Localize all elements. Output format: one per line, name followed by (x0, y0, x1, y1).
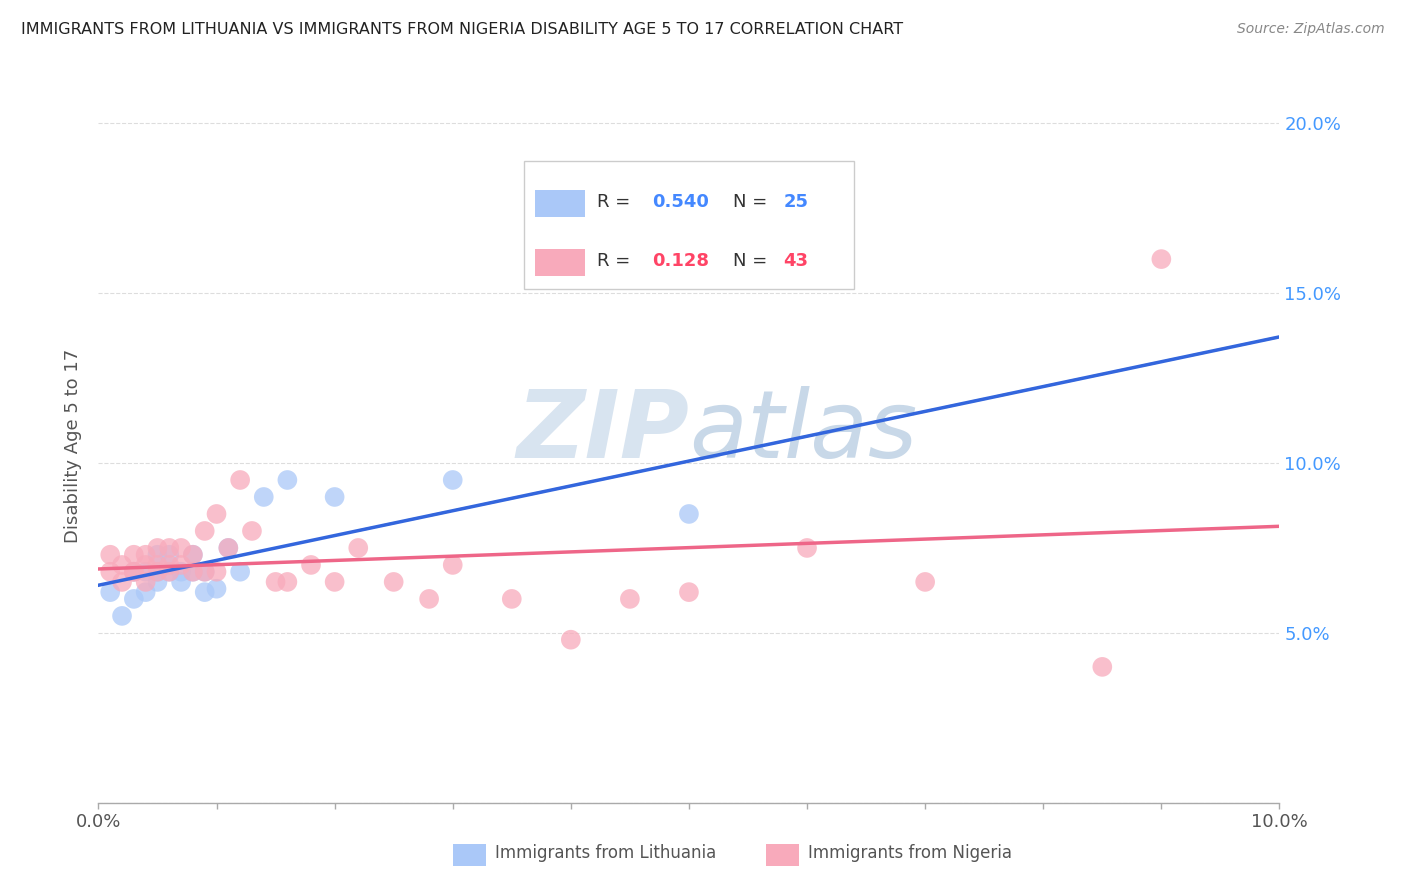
Point (111, 608, 134, 623)
Point (205, 507, 228, 521)
Point (347, 541, 370, 555)
Point (146, 558, 169, 572)
Point (181, 565, 204, 579)
Point (276, 574, 298, 589)
Point (323, 490, 346, 504)
Point (122, 591, 145, 606)
Point (229, 473, 252, 487)
Point (111, 558, 134, 572)
Text: 25: 25 (783, 193, 808, 211)
Point (796, 541, 818, 555)
Point (678, 585, 700, 599)
Point (135, 574, 157, 589)
Point (135, 565, 157, 579)
Point (170, 565, 193, 579)
Point (181, 565, 204, 579)
Point (135, 558, 157, 572)
Point (1091, 660, 1114, 674)
Point (98, 585, 121, 599)
Text: N =: N = (733, 193, 773, 211)
Text: N =: N = (733, 252, 773, 269)
Point (253, 490, 276, 504)
Point (146, 541, 169, 555)
Point (146, 565, 169, 579)
Point (264, 574, 287, 589)
Point (229, 565, 252, 579)
Point (299, 558, 322, 572)
Point (122, 565, 145, 579)
FancyBboxPatch shape (523, 161, 855, 289)
Point (217, 541, 239, 555)
Text: atlas: atlas (689, 386, 917, 477)
Text: IMMIGRANTS FROM LITHUANIA VS IMMIGRANTS FROM NIGERIA DISABILITY AGE 5 TO 17 CORR: IMMIGRANTS FROM LITHUANIA VS IMMIGRANTS … (21, 22, 903, 37)
Text: 0.540: 0.540 (652, 193, 709, 211)
Point (170, 541, 193, 555)
Point (194, 585, 217, 599)
Point (194, 565, 217, 579)
Point (122, 548, 145, 562)
Text: Immigrants from Lithuania: Immigrants from Lithuania (495, 844, 717, 862)
Point (157, 565, 180, 579)
Point (276, 473, 298, 487)
Point (111, 574, 134, 589)
Point (98, 548, 121, 562)
Point (441, 473, 464, 487)
Point (205, 565, 228, 579)
Point (135, 548, 157, 562)
Point (194, 565, 217, 579)
Point (914, 574, 936, 589)
FancyBboxPatch shape (536, 250, 585, 277)
Point (181, 548, 204, 562)
Point (157, 558, 180, 572)
Point (1150, 252, 1173, 266)
Text: 0.128: 0.128 (652, 252, 710, 269)
Point (181, 548, 204, 562)
Point (217, 541, 239, 555)
Text: Source: ZipAtlas.com: Source: ZipAtlas.com (1237, 22, 1385, 37)
Point (205, 582, 228, 596)
Point (135, 585, 157, 599)
Point (170, 574, 193, 589)
Point (678, 507, 700, 521)
Point (194, 524, 217, 538)
Point (122, 565, 145, 579)
Point (98, 565, 121, 579)
FancyBboxPatch shape (766, 844, 799, 865)
Text: ZIP: ZIP (516, 385, 689, 478)
Text: R =: R = (596, 193, 636, 211)
Point (240, 524, 263, 538)
Point (441, 558, 464, 572)
Text: 43: 43 (783, 252, 808, 269)
Point (619, 591, 641, 606)
Point (146, 565, 169, 579)
Point (146, 548, 169, 562)
Point (382, 574, 405, 589)
Point (157, 565, 180, 579)
FancyBboxPatch shape (536, 190, 585, 218)
Point (146, 574, 169, 589)
Point (170, 558, 193, 572)
Y-axis label: Disability Age 5 to 17: Disability Age 5 to 17 (65, 349, 83, 543)
FancyBboxPatch shape (453, 844, 486, 865)
Point (122, 565, 145, 579)
Point (560, 632, 582, 647)
Point (157, 548, 180, 562)
Point (323, 574, 346, 589)
Point (418, 591, 440, 606)
Text: R =: R = (596, 252, 636, 269)
Point (157, 541, 180, 555)
Point (501, 591, 523, 606)
Text: Immigrants from Nigeria: Immigrants from Nigeria (808, 844, 1012, 862)
